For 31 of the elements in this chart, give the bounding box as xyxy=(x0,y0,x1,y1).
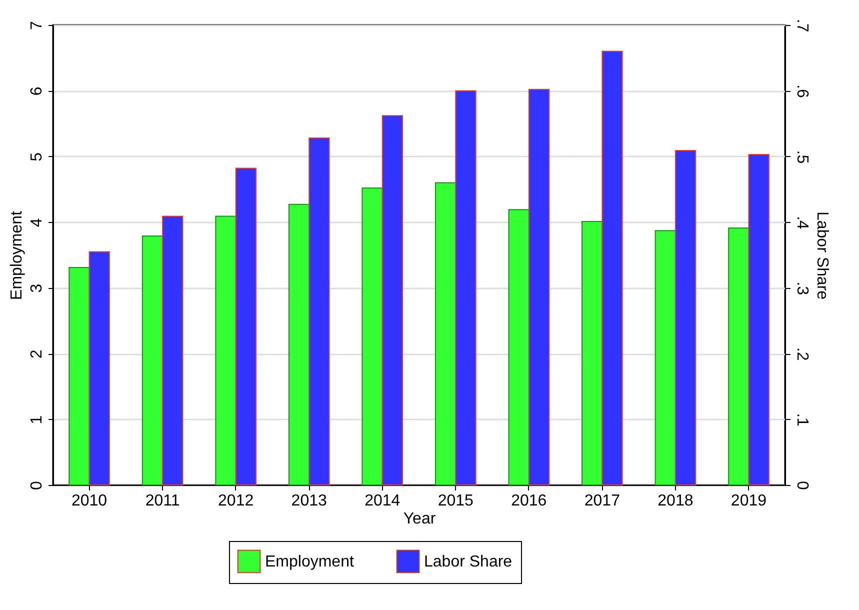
x-tick-label: 2010 xyxy=(71,492,108,510)
x-tick-label: 2014 xyxy=(364,492,400,510)
y-tick-label: 0 xyxy=(28,480,46,490)
x-axis-title: Year xyxy=(403,510,436,528)
x-tick-label: 2018 xyxy=(658,492,694,510)
y2-axis-title: Labor Share xyxy=(814,211,830,300)
x-tick-label: 2015 xyxy=(438,492,474,510)
y2-tick-label: .4 xyxy=(794,216,810,230)
y-tick-label: 3 xyxy=(28,284,46,293)
y2-tick-label: .6 xyxy=(794,84,810,98)
y2-tick-label: .1 xyxy=(794,413,810,427)
y-tick-label: 4 xyxy=(28,218,46,228)
y2-tick-label: .5 xyxy=(794,150,810,164)
legend-label: Employment xyxy=(265,553,354,570)
y-tick-label: 6 xyxy=(28,86,46,96)
x-tick-label: 2016 xyxy=(511,492,547,510)
y2-tick-label: .2 xyxy=(794,347,810,361)
y2-tick-label: .7 xyxy=(794,18,810,32)
y-tick-label: 2 xyxy=(28,350,46,359)
x-tick-label: 2017 xyxy=(584,492,620,510)
y2-tick-label: .3 xyxy=(794,282,810,296)
y-tick-label: 1 xyxy=(28,415,46,424)
y2-tick-label: 0 xyxy=(794,481,810,490)
x-tick-label: 2013 xyxy=(291,492,327,510)
x-tick-label: 2012 xyxy=(218,492,254,510)
y-axis-title: Employment xyxy=(8,210,26,300)
legend-label: Labor Share xyxy=(424,553,512,570)
x-tick-label: 2019 xyxy=(730,492,767,510)
x-tick-label: 2011 xyxy=(145,492,180,510)
y-tick-label: 5 xyxy=(28,152,46,162)
y-tick-label: 7 xyxy=(28,20,46,30)
